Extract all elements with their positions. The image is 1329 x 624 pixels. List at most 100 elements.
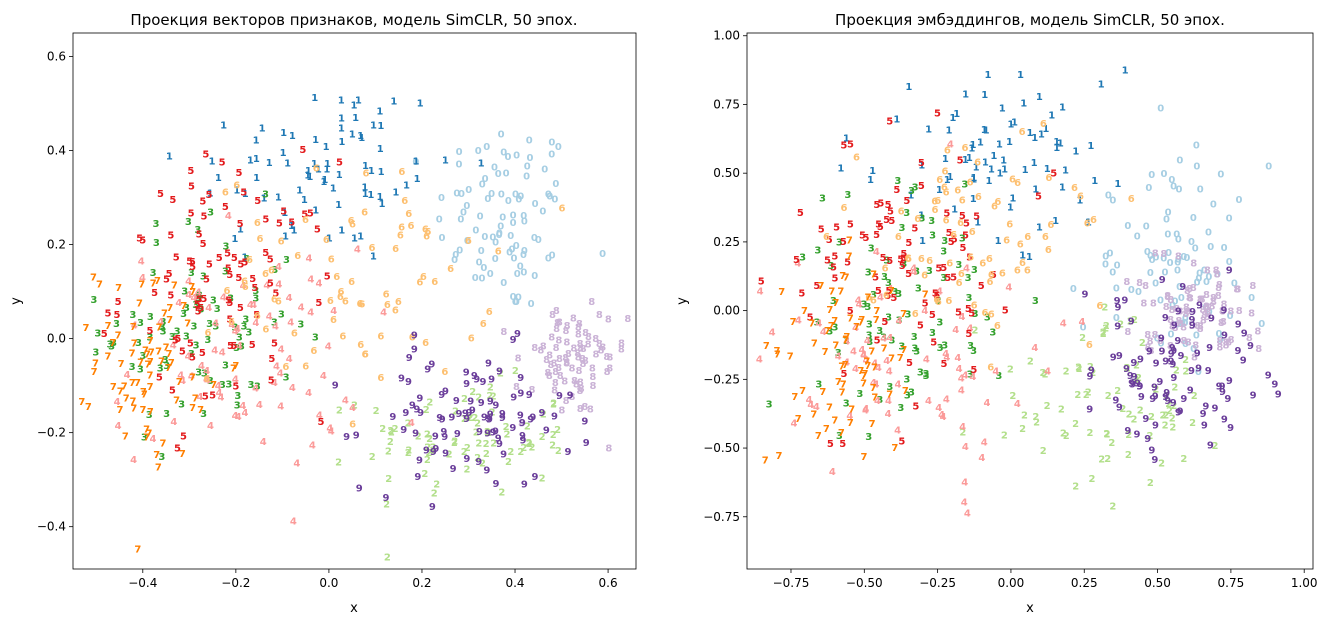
point-label-5: 5 — [813, 281, 820, 292]
point-label-8: 8 — [529, 385, 536, 396]
point-label-0: 0 — [1102, 259, 1109, 270]
point-label-8: 8 — [1173, 304, 1180, 315]
point-label-0: 0 — [452, 250, 459, 261]
point-label-9: 9 — [383, 493, 390, 504]
point-label-1: 1 — [918, 160, 925, 171]
point-label-5: 5 — [955, 308, 962, 319]
point-label-8: 8 — [589, 363, 596, 374]
point-label-9: 9 — [527, 415, 534, 426]
point-label-9: 9 — [1189, 315, 1196, 326]
point-label-0: 0 — [549, 250, 556, 261]
point-label-6: 6 — [357, 299, 364, 310]
point-label-8: 8 — [1209, 301, 1216, 312]
point-label-7: 7 — [847, 313, 854, 324]
point-label-0: 0 — [1221, 243, 1228, 254]
x-tick-label: 1.00 — [1291, 576, 1318, 590]
point-label-5: 5 — [818, 225, 825, 236]
point-label-7: 7 — [129, 349, 136, 360]
point-label-3: 3 — [150, 268, 157, 279]
point-label-5: 5 — [881, 317, 888, 328]
point-label-3: 3 — [195, 367, 202, 378]
point-label-5: 5 — [169, 195, 176, 206]
point-label-3: 3 — [844, 190, 851, 201]
point-label-4: 4 — [813, 402, 820, 413]
point-label-4: 4 — [273, 362, 280, 373]
point-label-6: 6 — [1045, 245, 1052, 256]
point-label-9: 9 — [1137, 354, 1144, 365]
point-label-6: 6 — [416, 278, 423, 289]
point-label-7: 7 — [873, 306, 880, 317]
point-label-2: 2 — [467, 413, 474, 424]
point-label-1: 1 — [288, 221, 295, 232]
point-label-2: 2 — [525, 438, 532, 449]
point-label-6: 6 — [956, 278, 963, 289]
point-label-2: 2 — [959, 427, 966, 438]
point-label-3: 3 — [278, 309, 285, 320]
point-label-1: 1 — [1017, 70, 1024, 81]
point-label-5: 5 — [280, 206, 287, 217]
point-label-4: 4 — [316, 278, 323, 289]
point-label-1: 1 — [1001, 164, 1008, 175]
point-label-3: 3 — [198, 305, 205, 316]
point-label-0: 0 — [1144, 247, 1151, 258]
point-label-0: 0 — [451, 255, 458, 266]
point-label-5: 5 — [268, 354, 275, 365]
point-label-9: 9 — [1114, 321, 1121, 332]
point-label-8: 8 — [544, 368, 551, 379]
point-label-6: 6 — [962, 143, 969, 154]
point-label-0: 0 — [487, 269, 494, 280]
point-label-1: 1 — [367, 190, 374, 201]
point-label-1: 1 — [280, 148, 287, 159]
point-label-8: 8 — [1199, 305, 1206, 316]
point-label-2: 2 — [1105, 391, 1112, 402]
point-label-6: 6 — [302, 215, 309, 226]
point-label-8: 8 — [1214, 269, 1221, 280]
point-label-9: 9 — [409, 401, 416, 412]
point-label-7: 7 — [141, 390, 148, 401]
point-label-7: 7 — [147, 357, 154, 368]
point-label-1: 1 — [1085, 217, 1092, 228]
point-label-5: 5 — [324, 271, 331, 282]
point-label-4: 4 — [275, 262, 282, 273]
point-label-7: 7 — [822, 347, 829, 358]
point-label-0: 0 — [545, 189, 552, 200]
point-label-1: 1 — [377, 121, 384, 132]
point-label-2: 2 — [1074, 390, 1081, 401]
point-label-6: 6 — [409, 332, 416, 343]
point-label-4: 4 — [179, 376, 186, 387]
point-label-7: 7 — [847, 418, 854, 429]
point-label-9: 9 — [1219, 387, 1226, 398]
point-label-9: 9 — [526, 390, 533, 401]
point-label-6: 6 — [422, 338, 429, 349]
point-label-8: 8 — [543, 355, 550, 366]
point-label-3: 3 — [183, 303, 190, 314]
point-label-2: 2 — [405, 446, 412, 457]
point-label-0: 0 — [1080, 323, 1087, 334]
point-label-6: 6 — [278, 237, 285, 248]
point-label-0: 0 — [1170, 182, 1177, 193]
point-label-5: 5 — [195, 294, 202, 305]
point-label-5: 5 — [941, 359, 948, 370]
point-label-5: 5 — [973, 212, 980, 223]
point-label-8: 8 — [1215, 283, 1222, 294]
point-label-6: 6 — [1047, 220, 1054, 231]
point-label-2: 2 — [451, 438, 458, 449]
point-label-9: 9 — [539, 408, 546, 419]
point-label-3: 3 — [814, 317, 821, 328]
point-label-6: 6 — [921, 270, 928, 281]
point-label-4: 4 — [218, 393, 225, 404]
point-label-5: 5 — [226, 298, 233, 309]
point-label-2: 2 — [351, 401, 358, 412]
point-label-2: 2 — [1001, 431, 1008, 442]
point-label-8: 8 — [553, 324, 560, 335]
point-label-2: 2 — [1089, 474, 1096, 485]
point-label-1: 1 — [377, 144, 384, 155]
point-label-2: 2 — [1042, 369, 1049, 380]
point-label-4: 4 — [138, 256, 145, 267]
point-label-1: 1 — [280, 128, 287, 139]
point-label-2: 2 — [1040, 368, 1047, 379]
point-label-7: 7 — [147, 371, 154, 382]
point-label-3: 3 — [153, 219, 160, 230]
point-label-0: 0 — [510, 292, 517, 303]
point-label-4: 4 — [862, 406, 869, 417]
